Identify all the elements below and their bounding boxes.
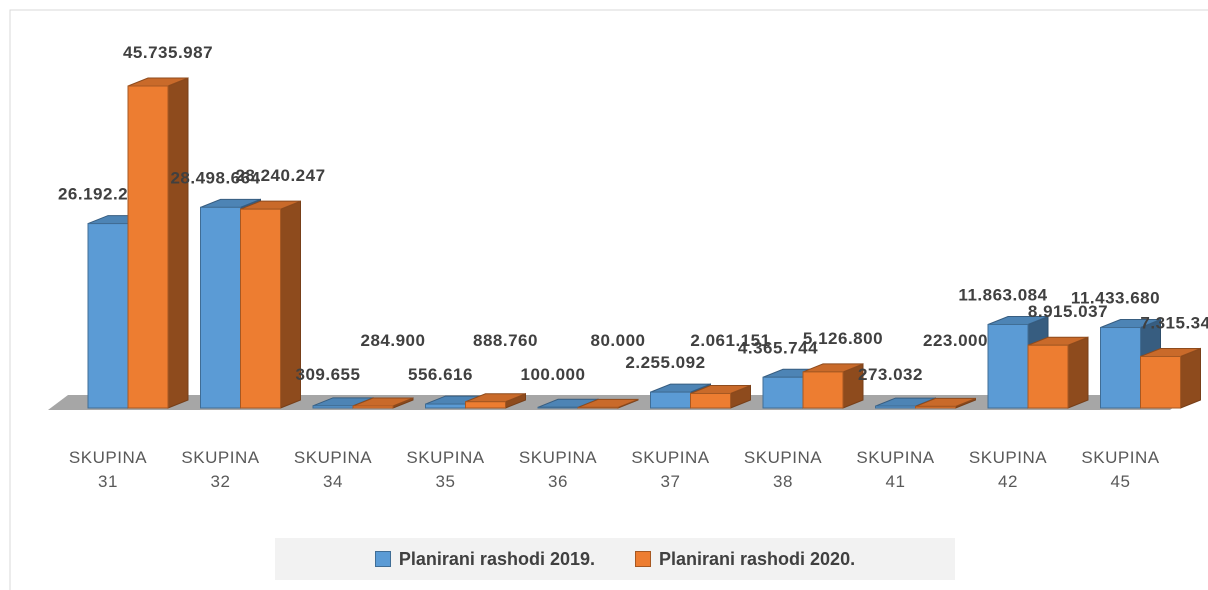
chart-border bbox=[9, 9, 1208, 590]
value-label: 223.000 bbox=[923, 331, 988, 350]
bar bbox=[87, 223, 129, 409]
legend-label: Planirani rashodi 2020. bbox=[659, 548, 856, 569]
legend-swatch bbox=[635, 551, 651, 567]
bar bbox=[802, 371, 844, 409]
x-tick-label: SKUPINA 36 bbox=[518, 448, 598, 491]
bar bbox=[352, 405, 394, 409]
value-label: 2.255.092 bbox=[625, 353, 705, 372]
bar bbox=[200, 206, 241, 409]
bar bbox=[1027, 344, 1069, 409]
x-tick-label: SKUPINA 41 bbox=[856, 448, 935, 491]
value-label: 888.760 bbox=[473, 331, 538, 350]
value-label: 7.315.341 bbox=[1140, 313, 1208, 332]
bar bbox=[127, 85, 169, 409]
bar bbox=[762, 376, 804, 409]
x-tick-label: SKUPINA 34 bbox=[293, 448, 373, 491]
bar-side bbox=[1180, 347, 1201, 409]
x-tick-label: SKUPINA 38 bbox=[743, 448, 823, 491]
value-label: 28.498.664 bbox=[170, 168, 260, 187]
value-label: 8.915.037 bbox=[1028, 302, 1108, 321]
bar-side bbox=[1067, 336, 1089, 409]
legend: Planirani rashodi 2019. Planirani rashodi… bbox=[275, 538, 955, 580]
bar bbox=[465, 401, 506, 409]
bar bbox=[577, 406, 619, 409]
x-tick-label: SKUPINA 32 bbox=[181, 448, 260, 491]
legend-item: Planirani rashodi 2019. bbox=[374, 548, 595, 570]
value-label: 11.863.084 bbox=[958, 285, 1047, 304]
value-label: 284.900 bbox=[361, 331, 426, 350]
value-label: 273.032 bbox=[858, 365, 923, 384]
bar bbox=[915, 405, 956, 409]
value-label: 4.365.744 bbox=[738, 338, 818, 357]
value-label: 45.735.987 bbox=[123, 43, 213, 62]
value-label: 28.240.247 bbox=[235, 166, 325, 185]
bar bbox=[1100, 327, 1141, 409]
x-tick-label: SKUPINA 45 bbox=[1081, 448, 1160, 491]
bar bbox=[1140, 355, 1181, 409]
x-tick-label: SKUPINA 31 bbox=[68, 448, 148, 491]
bar bbox=[875, 405, 916, 409]
bar bbox=[312, 405, 354, 409]
legend-label: Planirani rashodi 2019. bbox=[398, 548, 595, 569]
value-label: 80.000 bbox=[591, 331, 646, 350]
bar bbox=[537, 406, 579, 409]
bar bbox=[240, 208, 281, 409]
bar bbox=[425, 403, 466, 409]
value-label: 5.126.800 bbox=[803, 329, 883, 348]
value-label: 309.655 bbox=[296, 365, 361, 384]
value-label: 556.616 bbox=[408, 365, 473, 384]
value-label: 2.061.151 bbox=[690, 331, 770, 350]
x-tick-label: SKUPINA 42 bbox=[968, 448, 1048, 491]
bar bbox=[987, 323, 1029, 409]
value-label: 26.192.236 bbox=[58, 185, 148, 204]
legend-item: Planirani rashodi 2020. bbox=[635, 549, 855, 570]
legend-swatch bbox=[374, 551, 391, 567]
bar-side bbox=[167, 77, 189, 409]
bar bbox=[690, 392, 731, 409]
bar bbox=[650, 391, 691, 409]
x-tick-label: SKUPINA 37 bbox=[631, 448, 710, 491]
x-tick-label: SKUPINA 35 bbox=[406, 448, 485, 491]
value-label: 11.433.680 bbox=[1071, 289, 1160, 308]
value-label: 100.000 bbox=[521, 365, 586, 384]
